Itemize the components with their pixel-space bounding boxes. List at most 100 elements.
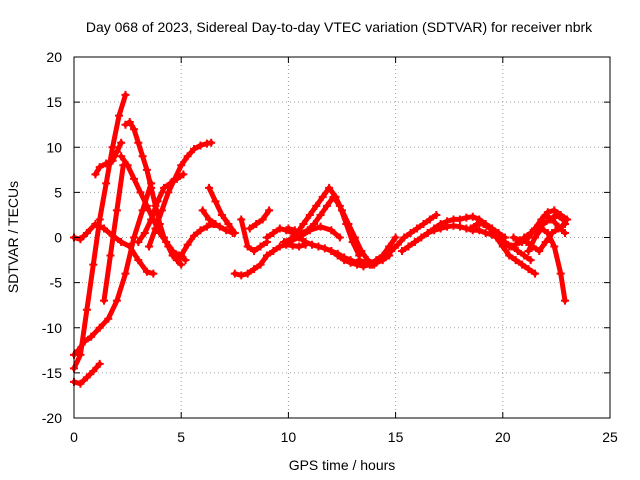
data-point bbox=[104, 314, 113, 323]
data-point bbox=[190, 231, 199, 240]
data-point bbox=[224, 219, 233, 228]
data-point bbox=[160, 183, 169, 192]
data-point bbox=[82, 305, 91, 314]
data-point bbox=[202, 222, 211, 231]
data-point bbox=[316, 222, 325, 231]
series-arc-31 bbox=[541, 210, 569, 237]
series-arc-13 bbox=[205, 183, 239, 237]
data-point bbox=[325, 183, 334, 192]
series-arc-10 bbox=[134, 170, 188, 247]
data-point bbox=[130, 233, 139, 242]
data-point bbox=[250, 265, 259, 274]
data-point bbox=[142, 267, 151, 276]
data-point bbox=[243, 269, 252, 278]
x-tick-label: 20 bbox=[495, 429, 511, 445]
data-point bbox=[134, 256, 143, 265]
data-point bbox=[344, 219, 353, 228]
data-point bbox=[76, 350, 85, 359]
data-point bbox=[112, 206, 121, 215]
data-point bbox=[432, 210, 441, 219]
data-point bbox=[346, 258, 355, 267]
data-point bbox=[151, 224, 160, 233]
data-point bbox=[475, 226, 484, 235]
data-point bbox=[385, 242, 394, 251]
data-point bbox=[166, 179, 175, 188]
y-tick-label: 0 bbox=[54, 230, 62, 246]
data-point bbox=[556, 269, 565, 278]
data-point bbox=[410, 238, 419, 247]
data-point bbox=[100, 224, 109, 233]
data-point bbox=[368, 260, 377, 269]
data-point bbox=[217, 210, 226, 219]
data-point bbox=[355, 256, 364, 265]
data-point bbox=[269, 228, 278, 237]
chart-title: Day 068 of 2023, Sidereal Day-to-day VTE… bbox=[86, 19, 593, 35]
data-point bbox=[123, 161, 132, 170]
y-tick-label: 10 bbox=[46, 139, 62, 155]
data-point bbox=[541, 210, 550, 219]
data-point bbox=[301, 238, 310, 247]
data-point bbox=[303, 226, 312, 235]
data-point bbox=[136, 188, 145, 197]
y-axis-label: SDTVAR / TECUs bbox=[5, 181, 21, 293]
data-point bbox=[404, 242, 413, 251]
data-point bbox=[95, 323, 104, 332]
data-point bbox=[498, 238, 507, 247]
data-point bbox=[142, 165, 151, 174]
data-point bbox=[312, 201, 321, 210]
data-point bbox=[172, 256, 181, 265]
data-point bbox=[230, 269, 239, 278]
series-arc-15 bbox=[237, 215, 271, 256]
data-point bbox=[106, 251, 115, 260]
axis-ticks: 0 5 10 15 20 25 -20 -15 -10 -5 0 5 10 15 20 bbox=[42, 49, 618, 445]
x-tick-label: 5 bbox=[177, 429, 185, 445]
data-point bbox=[237, 271, 246, 280]
data-series bbox=[70, 90, 572, 388]
series-arc-16 bbox=[245, 206, 274, 233]
series-line bbox=[247, 207, 272, 231]
data-point bbox=[177, 251, 186, 260]
series-arc-12 bbox=[198, 206, 220, 228]
data-point bbox=[350, 233, 359, 242]
data-point bbox=[550, 242, 559, 251]
data-point bbox=[340, 256, 349, 265]
data-point bbox=[554, 222, 563, 231]
data-point bbox=[162, 238, 171, 247]
data-point bbox=[138, 206, 147, 215]
data-point bbox=[406, 228, 415, 237]
data-point bbox=[535, 247, 544, 256]
data-point bbox=[138, 152, 147, 161]
data-point bbox=[95, 359, 104, 368]
data-point bbox=[82, 228, 91, 237]
data-point bbox=[509, 233, 518, 242]
data-point bbox=[316, 210, 325, 219]
data-point bbox=[479, 219, 488, 228]
x-tick-label: 0 bbox=[70, 429, 78, 445]
data-point bbox=[320, 244, 329, 253]
data-point bbox=[108, 156, 117, 165]
data-point bbox=[524, 247, 533, 256]
data-point bbox=[387, 247, 396, 256]
data-point bbox=[494, 233, 503, 242]
data-point bbox=[511, 256, 520, 265]
series-arc-18 bbox=[284, 222, 344, 247]
data-point bbox=[526, 228, 535, 237]
data-point bbox=[100, 296, 109, 305]
data-point bbox=[149, 269, 158, 278]
data-point bbox=[560, 219, 569, 228]
data-point bbox=[485, 224, 494, 233]
data-point bbox=[425, 215, 434, 224]
data-point bbox=[258, 215, 267, 224]
data-point bbox=[436, 219, 445, 228]
data-point bbox=[117, 152, 126, 161]
data-point bbox=[305, 210, 314, 219]
data-point bbox=[295, 242, 304, 251]
data-point bbox=[245, 224, 254, 233]
data-point bbox=[318, 192, 327, 201]
series-line bbox=[101, 162, 126, 304]
data-point bbox=[157, 206, 166, 215]
data-point bbox=[419, 219, 428, 228]
data-point bbox=[511, 240, 520, 249]
y-tick-label: -10 bbox=[42, 320, 62, 336]
